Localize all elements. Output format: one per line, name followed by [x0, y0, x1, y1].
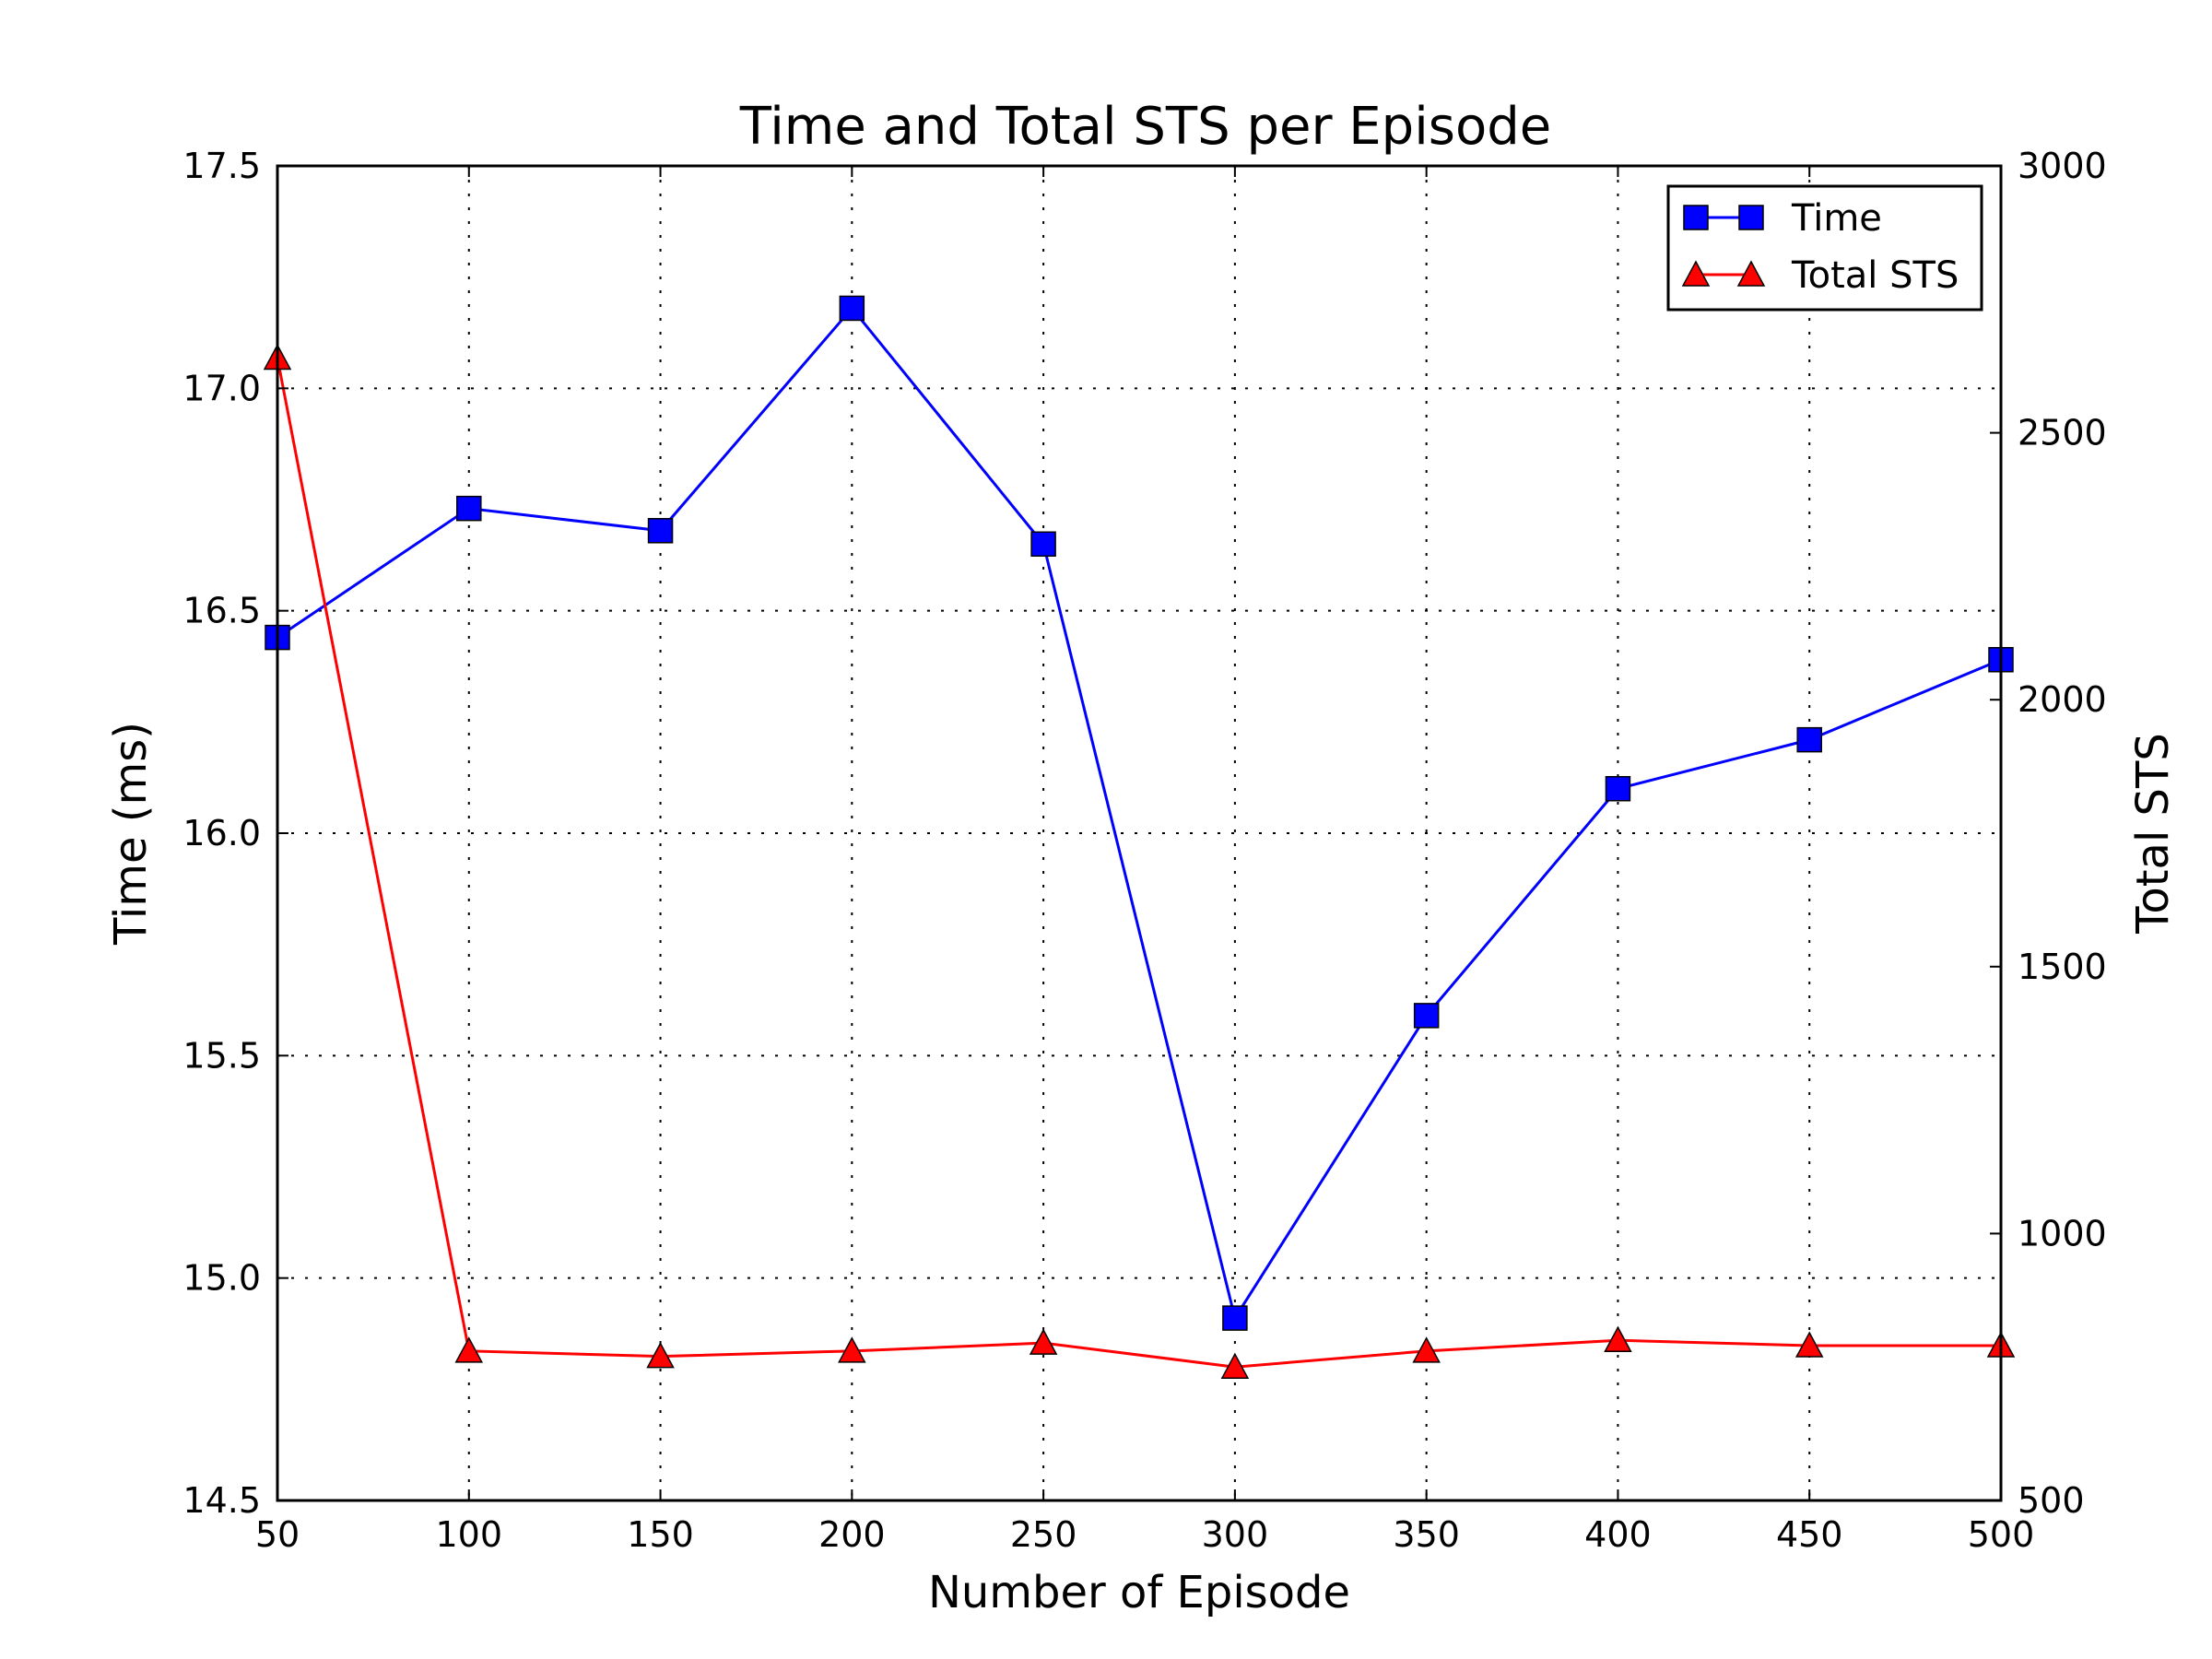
y-tick-label: 17.5	[182, 146, 261, 186]
x-tick-label: 50	[255, 1514, 300, 1555]
legend-label-time: Time	[1791, 197, 1882, 240]
y-axis-title: Time (ms)	[105, 722, 157, 946]
grid	[276, 165, 2002, 1501]
y-tick-label: 14.5	[182, 1480, 261, 1521]
legend-marker-time	[1738, 205, 1764, 230]
x-tick-label: 500	[1968, 1514, 2035, 1555]
y2-tick-label: 1000	[2018, 1213, 2107, 1253]
plot-frame	[276, 164, 2003, 1502]
data-point-time	[647, 518, 674, 544]
x-tick-label: 100	[436, 1514, 503, 1555]
data-point-sts	[646, 1342, 675, 1369]
x-tick-label: 200	[818, 1514, 886, 1555]
data-point-sts	[1029, 1328, 1058, 1355]
y-tick-label: 17.0	[182, 368, 261, 408]
y2-tick-label: 2000	[2018, 679, 2107, 720]
data-point-sts	[838, 1336, 866, 1363]
legend-box	[1666, 184, 1983, 312]
x-tick-label: 350	[1393, 1514, 1460, 1555]
y-tick-label: 16.0	[182, 813, 261, 853]
y2-tick-label: 2500	[2018, 413, 2107, 453]
series-layer	[263, 295, 2016, 1379]
data-point-time	[1796, 726, 1822, 753]
legend-label-sts: Total STS	[1791, 254, 1959, 297]
data-point-sts	[1412, 1336, 1441, 1363]
y2-tick-label: 3000	[2018, 146, 2107, 186]
y2-tick-label: 500	[2018, 1480, 2085, 1521]
data-point-time	[1413, 1003, 1440, 1029]
data-point-sts	[1220, 1352, 1250, 1379]
y-tick-label: 15.5	[182, 1035, 261, 1076]
x-tick-label: 400	[1584, 1514, 1652, 1555]
x-tick-label: 150	[627, 1514, 694, 1555]
chart-title: Time and Total STS per Episode	[739, 97, 1551, 157]
y2-tick-label: 1500	[2018, 947, 2107, 987]
data-point-time	[839, 295, 865, 322]
data-point-time	[456, 495, 482, 522]
x-tick-label: 300	[1202, 1514, 1269, 1555]
legend-marker-time	[1683, 205, 1709, 230]
y2-axis-title: Total STS	[2127, 733, 2179, 935]
data-point-sts	[1794, 1331, 1824, 1358]
data-point-time	[1030, 531, 1056, 558]
x-tick-label: 250	[1010, 1514, 1077, 1555]
legend-marker-sts	[1736, 260, 1766, 287]
data-point-time	[1605, 775, 1631, 802]
data-point-sts	[1604, 1325, 1632, 1352]
y-tick-label: 16.5	[182, 591, 261, 631]
series-line-1	[276, 358, 2001, 1369]
y-tick-label: 15.0	[182, 1258, 261, 1299]
x-tick-label: 450	[1776, 1514, 1843, 1555]
legend: Time Total STS	[1666, 184, 1983, 312]
legend-marker-sts	[1681, 260, 1711, 287]
ticks: 50 100 150 200 250 300 350 400 450 500 14.5 15.0 15.…	[182, 146, 2106, 1555]
data-point-time	[1222, 1305, 1248, 1331]
data-point-sts	[454, 1336, 484, 1363]
x-axis-title: Number of Episode	[928, 1567, 1350, 1618]
series-line-0	[276, 306, 2002, 1322]
